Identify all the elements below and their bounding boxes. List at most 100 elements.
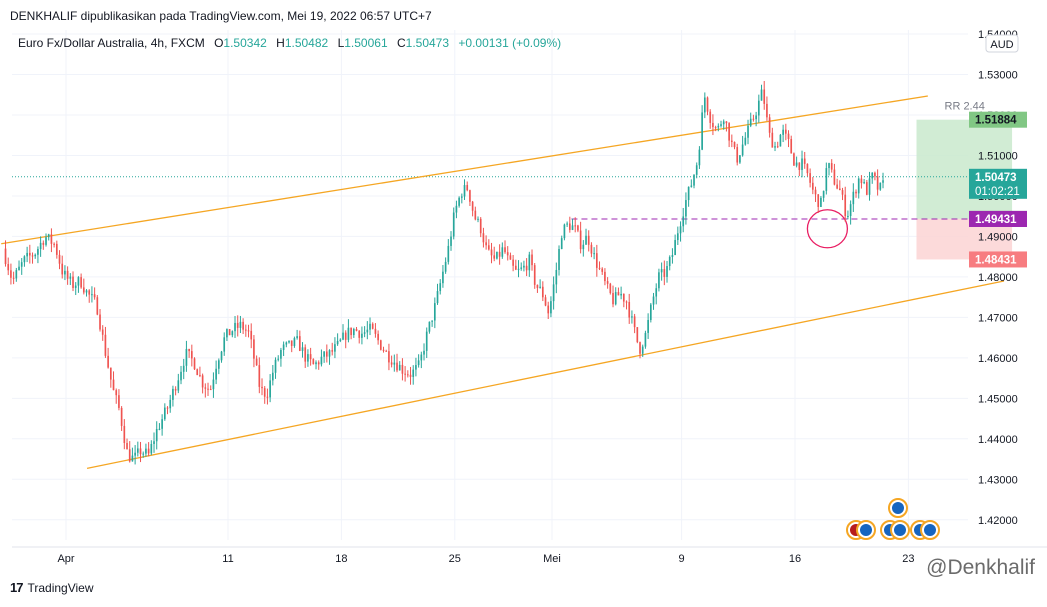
candle	[180, 365, 182, 385]
candle	[107, 347, 109, 369]
candle	[169, 394, 172, 413]
price-tick-label: 1.51000	[978, 150, 1018, 162]
candle	[45, 233, 47, 247]
candle-body	[876, 176, 879, 190]
candle-body	[388, 351, 390, 363]
candle	[123, 419, 126, 450]
candle	[868, 171, 871, 201]
event-flag-icon[interactable]	[920, 520, 940, 540]
channel-line-lower[interactable]	[86, 280, 1005, 469]
candle-body	[466, 185, 469, 191]
candle	[228, 329, 231, 336]
price-tick-label: 1.47000	[978, 312, 1018, 324]
candle-body	[652, 296, 655, 305]
candle	[250, 323, 253, 349]
candle-body	[158, 428, 161, 430]
high-value: 1.50482	[285, 36, 329, 50]
candle	[255, 355, 258, 366]
candle	[436, 283, 439, 305]
candle-body	[795, 162, 798, 166]
price-labels: 1.518841.5047301:02:211.494341.494311.48…	[969, 111, 1027, 268]
event-flag-icon[interactable]	[888, 498, 908, 518]
drawing-lines[interactable]	[1, 95, 1005, 469]
candle-body	[649, 304, 652, 320]
high-label: H	[276, 36, 285, 50]
candle-body	[506, 252, 509, 256]
candle	[849, 200, 852, 225]
candle	[234, 316, 236, 338]
candle	[120, 406, 123, 431]
candle	[342, 324, 344, 341]
candle-body	[458, 197, 460, 206]
candle	[31, 252, 34, 264]
candle-body	[622, 293, 625, 302]
candle	[525, 258, 528, 277]
candle-body	[682, 216, 685, 227]
candle-body	[293, 338, 296, 346]
candle	[793, 152, 795, 166]
candle-body	[31, 255, 34, 257]
price-label-text: 1.48431	[975, 254, 1017, 266]
time-axis[interactable]: Apr 11 18 25 Mei 9 16 23	[57, 553, 914, 565]
candle-body	[841, 190, 844, 195]
candle-body	[58, 254, 61, 264]
candle	[617, 287, 620, 296]
candle-body	[533, 265, 536, 285]
currency-badge[interactable]: AUD	[985, 34, 1019, 53]
candle-body	[223, 337, 226, 352]
price-tick-label: 1.46000	[978, 353, 1018, 365]
candle	[736, 143, 739, 166]
candle-body	[212, 379, 215, 390]
candle-body	[817, 194, 820, 207]
candle-body	[671, 255, 674, 257]
candle	[547, 301, 550, 319]
candle	[552, 276, 555, 310]
event-flag-icon[interactable]	[856, 520, 876, 540]
candle-body	[828, 163, 830, 169]
candle	[223, 332, 226, 356]
tradingview-logo[interactable]: 17 TradingView	[10, 580, 94, 595]
candle	[236, 315, 239, 337]
candle	[614, 287, 617, 306]
candle	[99, 309, 101, 332]
candle	[865, 179, 868, 196]
candle-body	[512, 259, 514, 266]
candle	[757, 94, 760, 123]
candle-body	[309, 354, 312, 360]
channel-line-upper[interactable]	[1, 95, 928, 245]
candle	[776, 141, 779, 149]
author-watermark: @Denkhalif	[926, 556, 1035, 579]
price-tick-label: 1.49000	[978, 231, 1018, 243]
candle-body	[474, 210, 477, 220]
candle	[679, 221, 682, 242]
highlight-circle[interactable]	[806, 209, 849, 249]
candle	[674, 234, 676, 256]
candle-body	[4, 248, 7, 265]
candle-body	[109, 367, 112, 380]
candle-body	[147, 448, 150, 454]
candle-body	[587, 235, 590, 245]
candle-body	[115, 390, 118, 396]
event-flag-icon[interactable]	[890, 520, 910, 540]
candle	[571, 218, 574, 231]
candle	[185, 340, 188, 372]
candle	[706, 96, 709, 116]
candle-body	[347, 327, 350, 340]
candle-body	[180, 371, 182, 381]
candle-body	[393, 362, 396, 365]
candle	[585, 228, 587, 245]
price-label-target: 1.51884	[969, 111, 1027, 128]
candle-body	[801, 158, 803, 170]
candle-body	[668, 256, 671, 267]
economic-events[interactable]	[846, 498, 940, 540]
candle	[709, 109, 712, 129]
candle	[668, 255, 671, 271]
candle	[374, 323, 377, 338]
candle-body	[811, 182, 814, 190]
candle-body	[771, 132, 774, 148]
candle-body	[307, 354, 309, 362]
candle	[317, 360, 320, 370]
candle-body	[385, 350, 388, 352]
candle	[118, 389, 120, 411]
